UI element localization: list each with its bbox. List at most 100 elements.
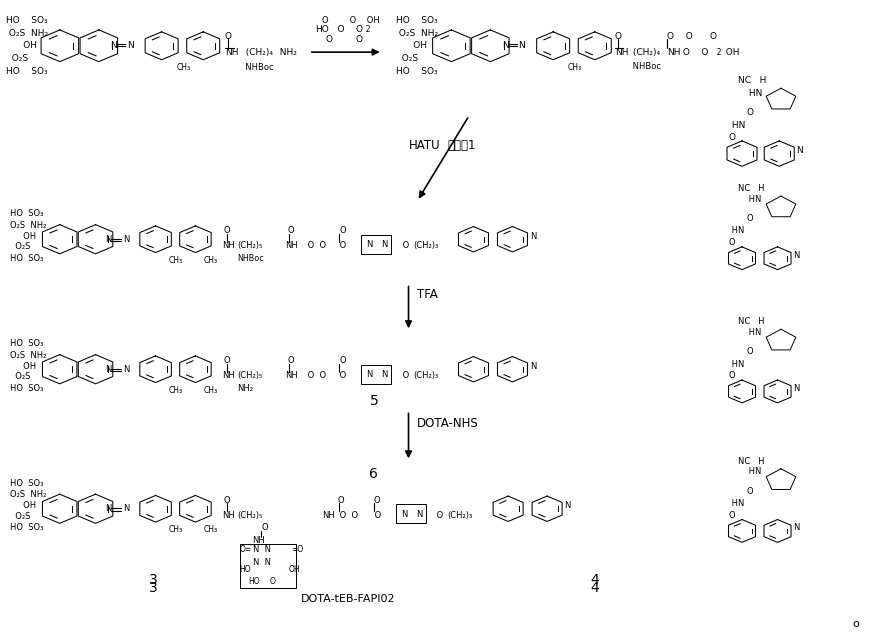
Text: OH: OH bbox=[6, 41, 36, 50]
Text: NH₂: NH₂ bbox=[237, 383, 253, 393]
Text: DOTA-NHS: DOTA-NHS bbox=[417, 417, 479, 429]
Text: N: N bbox=[415, 510, 422, 519]
Text: O: O bbox=[339, 357, 346, 366]
Text: O: O bbox=[372, 511, 381, 520]
Text: N: N bbox=[127, 41, 134, 50]
Text: HO  SO₃: HO SO₃ bbox=[10, 383, 43, 393]
Text: NH: NH bbox=[667, 48, 680, 57]
Text: 2: 2 bbox=[712, 48, 721, 57]
Text: DOTA-tEB-FAPI02: DOTA-tEB-FAPI02 bbox=[301, 594, 395, 604]
Text: O: O bbox=[729, 133, 742, 142]
Text: HO  SO₃: HO SO₃ bbox=[10, 340, 43, 348]
Text: (CH₂)₄: (CH₂)₄ bbox=[630, 48, 660, 57]
Text: O: O bbox=[337, 496, 344, 505]
Text: CH₃: CH₃ bbox=[176, 64, 190, 73]
Text: O₂S  NH₂: O₂S NH₂ bbox=[6, 29, 48, 38]
Text: (CH₂)₅: (CH₂)₅ bbox=[237, 511, 262, 520]
Text: CH₃: CH₃ bbox=[169, 525, 182, 534]
Text: O: O bbox=[339, 227, 346, 236]
Text: 2: 2 bbox=[361, 25, 370, 34]
Text: O: O bbox=[614, 32, 621, 41]
Text: HN: HN bbox=[746, 468, 762, 476]
Text: CH₃: CH₃ bbox=[203, 385, 217, 395]
Text: (CH₂)₄: (CH₂)₄ bbox=[240, 48, 273, 57]
Text: HO: HO bbox=[249, 577, 260, 586]
Text: NH: NH bbox=[322, 511, 335, 520]
Text: O: O bbox=[746, 214, 753, 223]
Text: O: O bbox=[225, 32, 232, 41]
Text: O: O bbox=[400, 371, 409, 380]
Text: NH: NH bbox=[253, 536, 265, 545]
Text: 化合物1: 化合物1 bbox=[448, 139, 476, 152]
Text: O=: O= bbox=[240, 545, 252, 554]
Text: O₂S: O₂S bbox=[10, 373, 30, 382]
Text: CH₃: CH₃ bbox=[567, 64, 582, 73]
Text: (CH₂)₃: (CH₂)₃ bbox=[448, 511, 473, 520]
Text: HO  SO₃: HO SO₃ bbox=[10, 254, 43, 262]
Text: NH: NH bbox=[614, 48, 628, 57]
Text: NC   H: NC H bbox=[738, 184, 764, 193]
Text: (CH₂)₅: (CH₂)₅ bbox=[237, 371, 262, 380]
Text: NC   H: NC H bbox=[738, 317, 764, 326]
Text: N: N bbox=[530, 232, 536, 241]
Text: O: O bbox=[729, 511, 741, 520]
Text: O        O: O O bbox=[326, 35, 363, 44]
Text: O: O bbox=[729, 371, 741, 380]
Text: O₂S: O₂S bbox=[395, 54, 418, 63]
Text: HN: HN bbox=[729, 499, 745, 508]
Text: N: N bbox=[793, 383, 799, 393]
Text: HO  SO₃: HO SO₃ bbox=[10, 523, 43, 533]
Text: TFA: TFA bbox=[417, 288, 438, 301]
Text: O₂S  NH₂: O₂S NH₂ bbox=[10, 490, 46, 499]
Text: O: O bbox=[746, 347, 753, 356]
Text: 6: 6 bbox=[369, 467, 378, 481]
Text: O: O bbox=[374, 496, 381, 505]
Text: N: N bbox=[123, 505, 129, 513]
Text: OH: OH bbox=[289, 564, 301, 573]
Text: 3: 3 bbox=[149, 581, 157, 595]
Text: HN: HN bbox=[729, 360, 745, 369]
Text: HN: HN bbox=[746, 89, 763, 98]
Text: CH₃: CH₃ bbox=[203, 525, 217, 534]
Text: (CH₂)₅: (CH₂)₅ bbox=[237, 241, 262, 250]
Text: HN: HN bbox=[746, 195, 762, 204]
Text: N: N bbox=[381, 371, 388, 380]
Text: NH: NH bbox=[286, 371, 298, 380]
Text: OH: OH bbox=[395, 41, 427, 50]
Text: NHBoc: NHBoc bbox=[237, 254, 264, 262]
Text: HO  SO₃: HO SO₃ bbox=[10, 210, 43, 218]
Text: HO    SO₃: HO SO₃ bbox=[6, 67, 47, 76]
Text: =O: =O bbox=[292, 545, 304, 554]
Text: HN: HN bbox=[729, 227, 745, 236]
Text: N: N bbox=[381, 240, 388, 250]
Text: O: O bbox=[667, 32, 673, 41]
Text: NH: NH bbox=[222, 511, 235, 520]
Text: OH: OH bbox=[10, 362, 36, 371]
Text: O: O bbox=[400, 241, 409, 250]
Text: O      O: O O bbox=[680, 32, 717, 41]
Text: N: N bbox=[123, 234, 129, 244]
Text: 4: 4 bbox=[590, 581, 599, 595]
Text: HO: HO bbox=[240, 564, 251, 573]
Text: CH₃: CH₃ bbox=[169, 385, 182, 395]
Text: NH: NH bbox=[286, 241, 298, 250]
Text: O₂S: O₂S bbox=[6, 54, 28, 63]
Text: (CH₂)₃: (CH₂)₃ bbox=[413, 241, 438, 250]
Text: HN: HN bbox=[746, 328, 762, 337]
Text: HO  SO₃: HO SO₃ bbox=[10, 479, 43, 488]
Text: NH: NH bbox=[225, 48, 238, 57]
Text: O: O bbox=[337, 371, 347, 380]
Text: NHBoc: NHBoc bbox=[240, 64, 273, 73]
Text: N: N bbox=[110, 41, 117, 50]
Text: HO    SO₃: HO SO₃ bbox=[395, 16, 437, 25]
Text: NC   H: NC H bbox=[738, 457, 764, 466]
Text: NH₂: NH₂ bbox=[275, 48, 297, 57]
Text: O  O: O O bbox=[337, 511, 359, 520]
Text: NH: NH bbox=[222, 241, 235, 250]
Text: N: N bbox=[565, 501, 571, 510]
Text: O₂S: O₂S bbox=[10, 512, 30, 521]
Text: N: N bbox=[123, 365, 129, 374]
Text: O: O bbox=[288, 227, 294, 236]
Text: O: O bbox=[270, 577, 275, 586]
Text: O: O bbox=[262, 523, 268, 533]
